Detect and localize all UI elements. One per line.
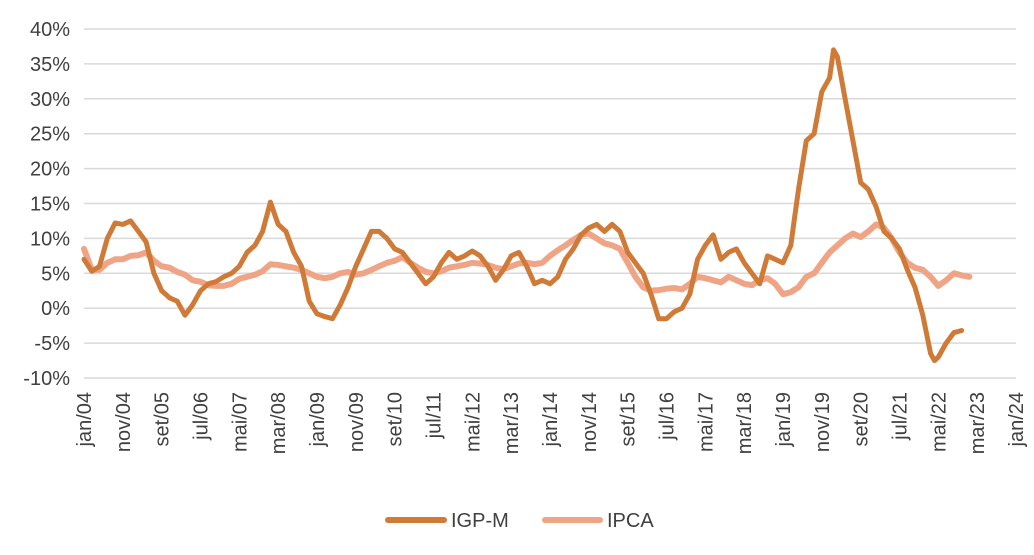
x-tick-label: set/05 xyxy=(152,392,174,446)
x-tick-label: mai/12 xyxy=(462,392,484,452)
x-tick-label: mai/22 xyxy=(928,392,950,452)
x-tick-label: set/15 xyxy=(618,392,640,446)
y-tick-label: 35% xyxy=(30,54,70,76)
y-tick-label: 10% xyxy=(30,228,70,250)
x-tick-label: nov/04 xyxy=(113,392,135,452)
y-tick-label: 25% xyxy=(30,124,70,146)
y-tick-label: -10% xyxy=(23,368,70,390)
x-tick-label: mai/17 xyxy=(695,392,717,452)
x-tick-label: jul/11 xyxy=(424,392,446,439)
x-tick-label: jan/14 xyxy=(540,392,562,448)
y-tick-label: 20% xyxy=(30,159,70,181)
x-tick-label: nov/14 xyxy=(579,392,601,452)
x-tick-label: jan/09 xyxy=(307,392,329,448)
y-tick-label: 40% xyxy=(30,19,70,41)
y-tick-label: 0% xyxy=(41,298,70,320)
x-tick-label: nov/09 xyxy=(346,392,368,452)
legend-label-ipca: IPCA xyxy=(607,510,654,532)
y-axis-tick-labels: -10% -5% 0% 5% 10% 15% 20% 25% 30% 35% 40% xyxy=(23,19,70,390)
x-tick-label: jul/21 xyxy=(890,392,912,441)
x-tick-label: jan/04 xyxy=(74,392,96,448)
x-tick-label: set/20 xyxy=(851,392,873,446)
x-tick-label: jan/19 xyxy=(773,392,795,448)
legend-label-igp-m: IGP-M xyxy=(451,510,509,532)
x-tick-label: set/10 xyxy=(385,392,407,446)
x-tick-label: jan/24 xyxy=(1006,392,1028,448)
x-tick-label: mai/07 xyxy=(229,392,251,452)
y-tick-label: 30% xyxy=(30,89,70,111)
legend: IGP-M IPCA xyxy=(385,510,654,532)
y-tick-label: -5% xyxy=(34,333,70,355)
x-tick-label: jul/16 xyxy=(657,392,679,441)
x-tick-label: mar/23 xyxy=(967,392,989,454)
x-tick-label: mar/18 xyxy=(734,392,756,454)
series-line-igp-m xyxy=(81,47,965,364)
y-tick-label: 5% xyxy=(41,263,70,285)
series-lines xyxy=(81,47,973,364)
x-tick-label: mar/08 xyxy=(268,392,290,454)
x-tick-label: nov/19 xyxy=(812,392,834,452)
gridlines xyxy=(84,28,1016,379)
x-tick-label: mar/13 xyxy=(501,392,523,454)
y-tick-label: 15% xyxy=(30,194,70,216)
x-tick-label: jul/06 xyxy=(191,392,213,441)
x-axis-tick-labels: jan/04 nov/04 set/05 jul/06 mai/07 mar/08 jan/… xyxy=(74,392,1028,454)
